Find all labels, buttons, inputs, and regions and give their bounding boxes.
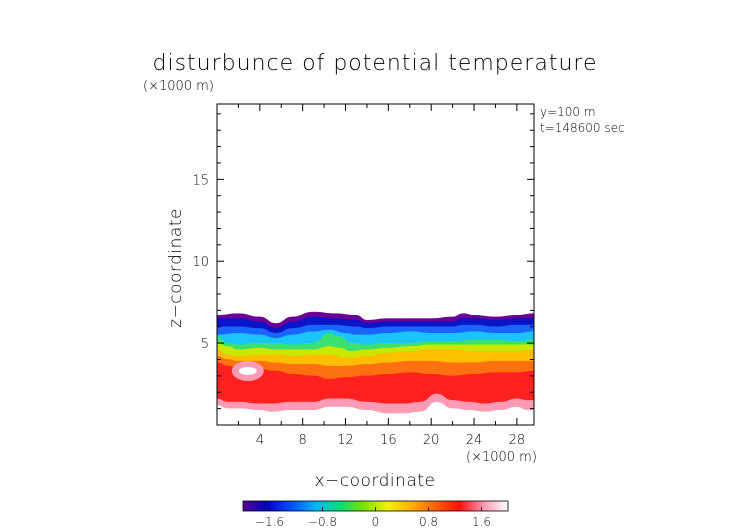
x-tick-label: 16 xyxy=(380,433,397,448)
x-tick-label: 12 xyxy=(337,433,354,448)
x-tick-label: 24 xyxy=(466,433,483,448)
x-tick-label: 28 xyxy=(509,433,526,448)
colorbar-tick-label: 0 xyxy=(372,515,380,529)
colorbar-ticks: −1.6 −0.8 0 0.8 1.6 xyxy=(255,507,491,529)
y-unit-label: (×1000 m) xyxy=(143,79,214,94)
annotation-t: t=148600 sec xyxy=(540,121,625,135)
y-tick-label: 10 xyxy=(192,255,209,270)
annotation-y: y=100 m xyxy=(540,105,596,119)
hot-spot-core xyxy=(238,366,257,375)
colorbar-tick-label: −1.6 xyxy=(255,515,284,529)
colorbar-tick-label: 1.6 xyxy=(472,515,491,529)
y-tick-label: 15 xyxy=(192,173,209,188)
colorbar-tick-label: 0.8 xyxy=(419,515,438,529)
x-tick-label: 4 xyxy=(256,433,264,448)
x-tick-label: 8 xyxy=(299,433,307,448)
y-tick-label: 5 xyxy=(201,337,209,352)
x-axis-label: x−coordinate xyxy=(315,471,436,491)
contour-band-10 xyxy=(217,401,534,425)
y-axis-label: z−coordinate xyxy=(166,208,186,328)
x-tick-label: 20 xyxy=(423,433,440,448)
chart-title: disturbunce of potential temperature xyxy=(153,51,598,76)
axis-ticks: 4 8 12 16 20 24 28 5 10 15 xyxy=(192,104,534,448)
x-unit-label: (×1000 m) xyxy=(466,450,537,465)
colorbar-tick-label: −0.8 xyxy=(308,515,337,529)
contour-field xyxy=(217,311,534,425)
plot-frame xyxy=(216,103,535,426)
